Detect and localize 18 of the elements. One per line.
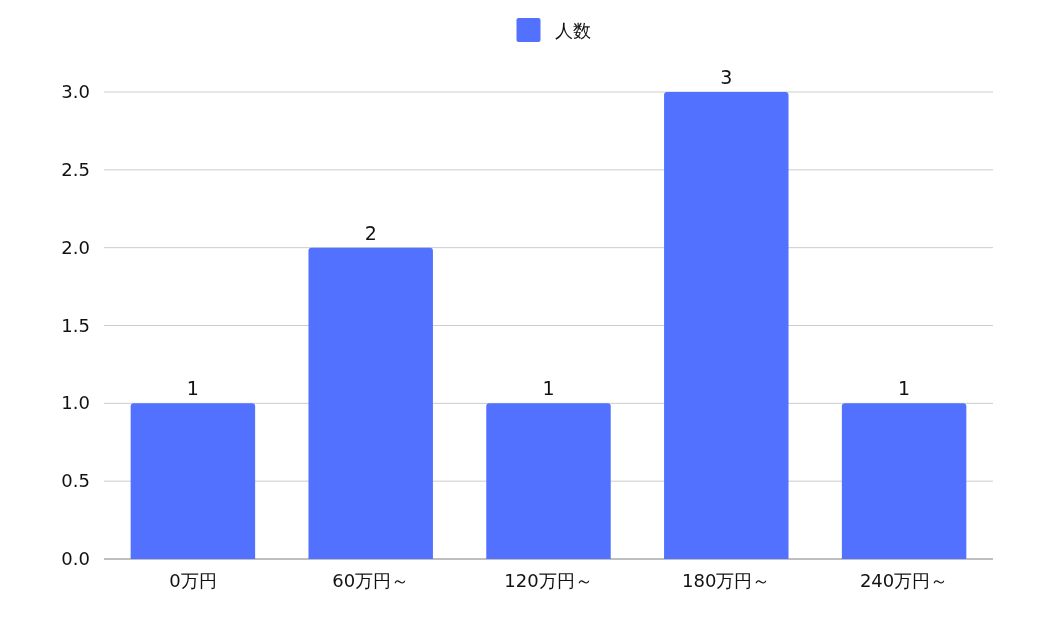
data-label: 3 [720,66,733,88]
data-label: 2 [364,221,377,244]
x-tick-label: 120万円～ [504,570,593,591]
legend-label: 人数 [554,20,591,41]
x-tick-label: 60万円～ [332,570,410,591]
y-tick-label: 1.0 [61,392,90,414]
y-tick-label: 3.0 [61,81,90,102]
y-tick-label: 0.0 [61,548,90,569]
x-tick-label: 240万円～ [859,570,949,591]
data-label: 1 [542,377,555,400]
x-tick-label: 0万円 [169,570,217,591]
data-label: 1 [186,377,199,400]
y-tick-label: 2.0 [61,236,90,258]
y-tick-label: 0.5 [61,470,90,492]
data-label: 1 [898,377,911,400]
y-tick-label: 2.5 [61,158,90,180]
y-tick-label: 1.5 [61,314,90,336]
x-tick-label: 180万円～ [682,570,771,591]
